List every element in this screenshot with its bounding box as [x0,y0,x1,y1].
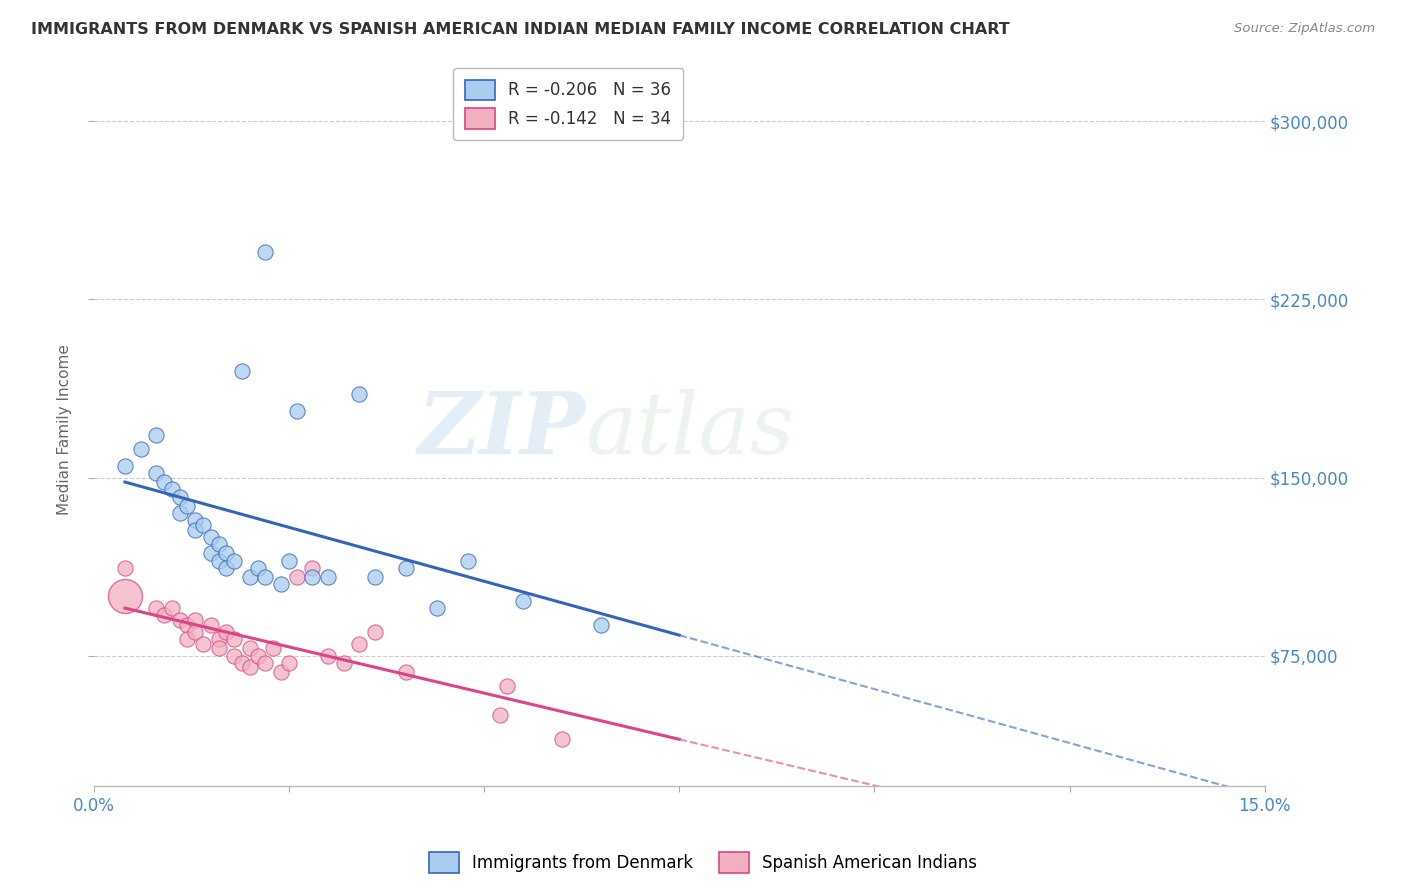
Point [426,601,449,615]
Legend: R = -0.206   N = 36, R = -0.142   N = 34: R = -0.206 N = 36, R = -0.142 N = 34 [453,68,683,140]
Point [239,570,262,584]
Point [224,648,246,663]
Point [239,641,262,656]
Point [239,660,262,674]
Point [176,617,198,632]
Point [184,513,207,527]
Point [316,570,339,584]
Text: atlas: atlas [585,389,794,471]
Point [395,560,418,574]
Text: ZIP: ZIP [418,388,585,472]
Point [270,665,292,680]
Text: IMMIGRANTS FROM DENMARK VS SPANISH AMERICAN INDIAN MEDIAN FAMILY INCOME CORRELAT: IMMIGRANTS FROM DENMARK VS SPANISH AMERI… [31,22,1010,37]
Point [145,601,167,615]
Point [200,546,222,560]
Y-axis label: Median Family Income: Median Family Income [58,344,72,516]
Point [114,458,136,473]
Point [145,466,167,480]
Point [364,570,387,584]
Point [231,364,253,378]
Point [207,632,229,646]
Point [285,570,308,584]
Point [277,553,299,567]
Point [114,560,136,574]
Point [153,475,176,490]
Point [184,613,207,627]
Point [347,387,370,401]
Point [285,404,308,418]
Point [301,560,323,574]
Point [551,731,574,746]
Point [215,560,238,574]
Point [347,637,370,651]
Point [184,624,207,639]
Point [277,656,299,670]
Point [184,523,207,537]
Point [207,641,229,656]
Point [215,546,238,560]
Point [457,553,479,567]
Point [512,594,534,608]
Point [153,608,176,623]
Point [224,553,246,567]
Point [254,244,277,259]
Point [176,499,198,513]
Point [207,553,229,567]
Point [200,617,222,632]
Point [129,442,152,456]
Point [488,707,510,722]
Point [169,506,191,520]
Legend: Immigrants from Denmark, Spanish American Indians: Immigrants from Denmark, Spanish America… [422,846,984,880]
Point [262,641,284,656]
Point [246,648,269,663]
Point [145,427,167,442]
Point [207,537,229,551]
Point [231,656,253,670]
Point [364,624,387,639]
Point [176,632,198,646]
Point [114,589,136,603]
Point [191,637,214,651]
Point [395,665,418,680]
Point [160,483,183,497]
Point [224,632,246,646]
Point [254,570,277,584]
Point [254,656,277,670]
Point [200,530,222,544]
Point [160,601,183,615]
Point [591,617,613,632]
Point [169,613,191,627]
Point [169,490,191,504]
Point [215,624,238,639]
Point [191,518,214,533]
Point [316,648,339,663]
Text: Source: ZipAtlas.com: Source: ZipAtlas.com [1234,22,1375,36]
Point [270,577,292,591]
Point [246,560,269,574]
Point [496,680,519,694]
Point [332,656,354,670]
Point [301,570,323,584]
